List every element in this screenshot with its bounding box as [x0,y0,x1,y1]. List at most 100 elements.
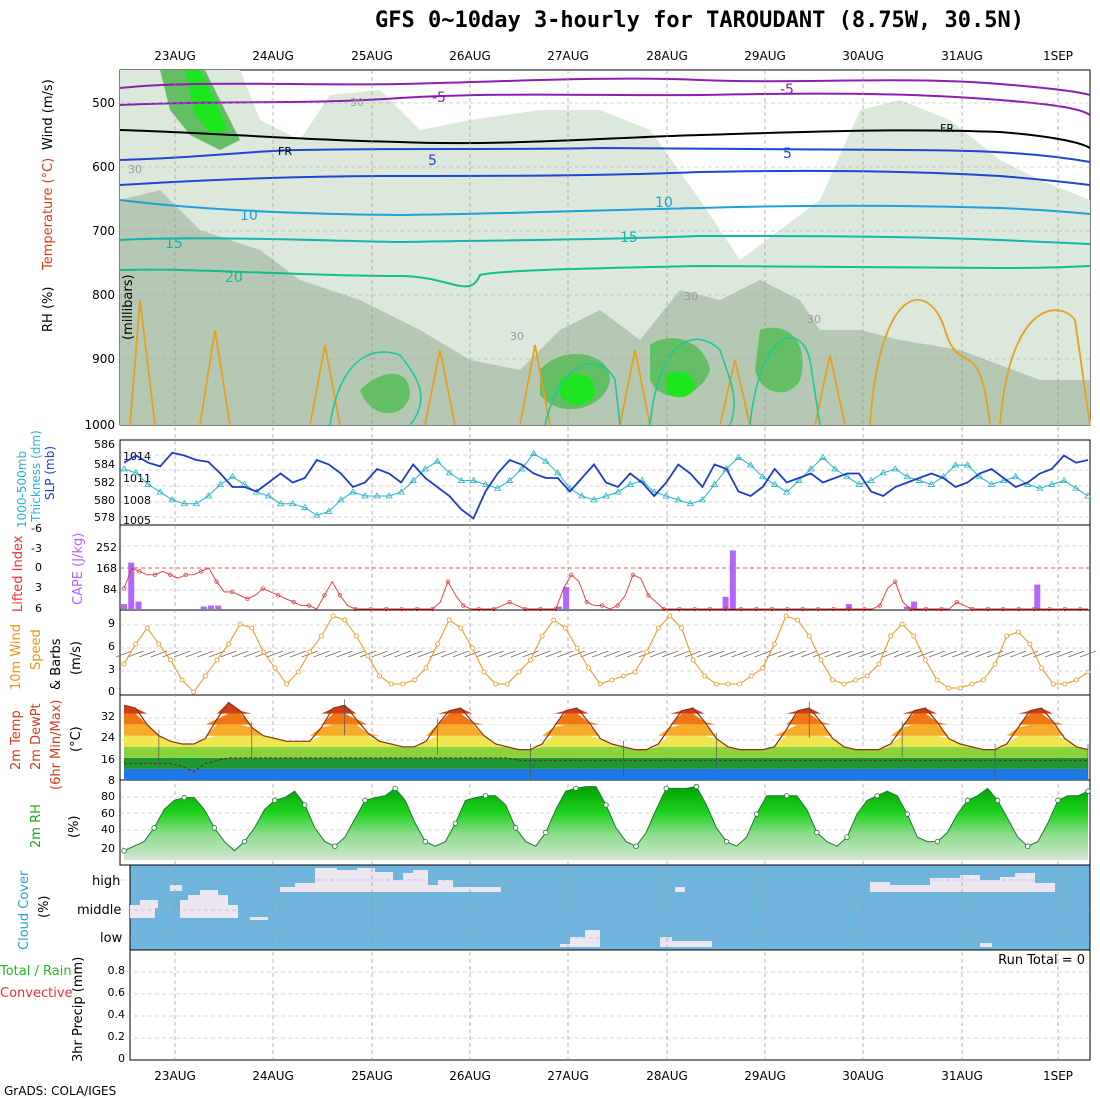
wind-barb [406,650,423,658]
wind-barb [952,650,969,658]
temp-ylabel: 2m Temp [9,710,24,770]
wind-speed-point [133,641,139,647]
contour-label: FR [940,122,954,135]
slp-point [951,461,960,468]
wind-ylabel: 10m Wind [9,624,24,690]
wind-speed-point [772,641,777,647]
thickness-line [123,451,1089,520]
wind-speed-point [435,641,440,647]
li-point [893,579,898,584]
wind-speed-point [806,633,812,639]
level-label: 800 [92,288,115,302]
slp-point [1011,472,1020,480]
rh-point [422,838,428,845]
wind-speed-point [621,673,626,679]
wind-speed-point [528,657,533,663]
tick-label: -6 [31,522,42,535]
tick-label: 3 [35,581,42,594]
li-point [985,606,990,612]
wind-barb [1068,650,1085,658]
wind-barb [940,650,957,658]
cloud-level-middle: middle [77,903,121,918]
wind-speed-point [597,681,603,687]
wind-titles: 10m Wind Speed & Barbs (m/s) [9,624,84,690]
wind-speed-point [121,661,127,667]
li-point [183,572,188,577]
wind-speed-point [168,657,173,663]
wind-barb [383,650,400,658]
li-point [152,572,157,577]
tick-label: 0 [118,1052,125,1065]
li-point [414,606,420,612]
wind-barb [731,650,748,658]
wind-speed-point [493,681,499,687]
wind-barb [127,650,144,658]
slp-point [469,476,478,483]
slp-point [132,469,140,476]
rh-point [693,783,700,790]
slp-ylabel: SLP (mb) [43,446,57,500]
li-point [399,606,404,612]
wind-barb [313,650,330,658]
rh2m-ylabel2: (%) [67,816,82,839]
contour-label: 20 [225,270,243,286]
li-point [738,606,744,612]
wind-barb [905,650,922,658]
thickness-titles: Thickness (dm) 1000-500mb SLP (mb) [15,430,57,528]
rh-point [332,843,338,849]
slp-point [1072,484,1080,491]
slp-point [915,476,924,483]
wind-speed-point [446,617,452,623]
slp-point [228,472,237,480]
thickness-ylabel: Thickness (dm) [29,430,43,523]
date-label: 28AUG [646,49,688,63]
date-label: 30AUG [842,1069,884,1083]
cloud-bars [130,868,1055,947]
slp-point [204,492,213,499]
slp-point [710,480,719,487]
date-label: 25AUG [351,1069,393,1083]
li-point [815,606,821,612]
level-label: 900 [92,352,115,366]
li-point [908,606,913,612]
wind-barb [557,650,574,658]
slp-point [614,488,622,495]
wind-ylabel4: (m/s) [69,641,84,675]
date-label: 24AUG [252,49,294,63]
wind-barb [533,650,551,658]
slp-point [457,476,466,483]
li-point [1016,606,1021,612]
tick-label: 32 [101,710,115,723]
wind-speed-point [946,685,952,691]
temp-ylabel2: 2m DewPt [29,703,44,770]
wind-speed-point [1015,629,1021,635]
li-point [846,606,852,612]
wind-barb [220,650,237,658]
li-point [970,606,975,612]
slp-point [168,496,176,503]
wind-speed-point [841,681,847,687]
wind-speed-point [783,613,789,619]
wind-speed-point [562,625,568,631]
slp-point [662,492,670,499]
li-point [461,603,466,608]
wind-barb [487,650,504,658]
tick-label: 1011 [123,472,151,485]
slp-point [180,499,188,507]
wind-barb [719,650,737,658]
cape-bar [722,596,729,609]
wind-barb [708,650,725,658]
date-label: 31AUG [941,49,983,63]
cape-bar [845,604,852,609]
precip-ylabel3: 3hr Precip (mm) [71,957,86,1062]
slp-point [1060,476,1068,483]
wind-barb [859,650,876,658]
rh-point [934,838,941,845]
date-label: 29AUG [744,49,786,63]
wind-barb [1045,650,1062,658]
slp-point [891,465,899,472]
date-axis-bottom: 23AUG 24AUG 25AUG 26AUG 27AUG 28AUG 29AU… [154,1069,1073,1083]
slp-point [542,457,550,464]
date-label: 23AUG [154,1069,196,1083]
temp-y-axis: 32 24 16 8 [101,710,115,787]
